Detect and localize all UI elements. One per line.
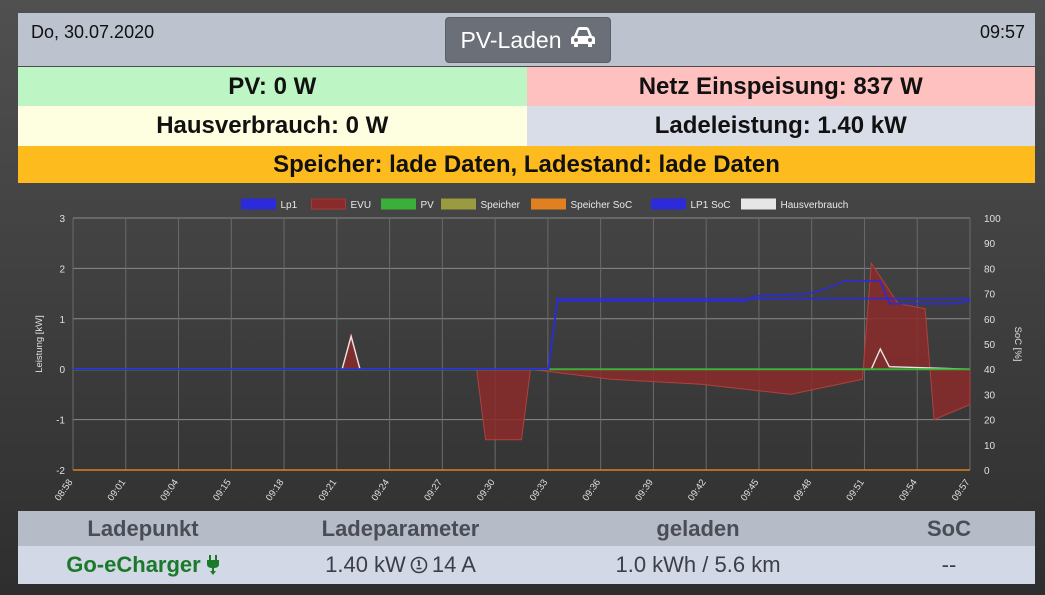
time-label: 09:57	[979, 22, 1025, 42]
x-tick-label: 09:33	[528, 477, 551, 503]
table-row[interactable]: Go-eCharger 1.40 kW 14 A 1.0	[18, 546, 1035, 584]
header-geladen: geladen	[656, 515, 740, 541]
x-tick-label: 09:57	[950, 477, 973, 503]
legend-label: EVU	[351, 200, 372, 211]
x-tick-label: 09:36	[580, 477, 603, 503]
x-tick-label: 09:42	[686, 477, 709, 503]
header-ladepunkt: Ladepunkt	[87, 515, 199, 541]
y-tick-label: -1	[56, 416, 65, 427]
legend-swatch	[381, 198, 416, 210]
x-tick-label: 09:15	[211, 477, 234, 503]
grid-status: Netz Einspeisung: 837 W	[526, 67, 1035, 106]
legend-label: Lp1	[281, 200, 298, 211]
legend-swatch	[531, 198, 566, 210]
status-row-2: Hausverbrauch: 0 W Ladeleistung: 1.40 kW	[18, 106, 1035, 146]
x-tick-label: 09:04	[158, 477, 181, 503]
power-chart: 3 2 1 0 -1 -2 100 90 80 70 60 50 40 30 20 10 0 08:58 09:01…	[18, 187, 1035, 509]
charge-params-power: 1.40 kW	[325, 552, 406, 577]
x-tick-label: 09:01	[106, 477, 129, 503]
y2-tick-label: 20	[984, 416, 996, 427]
x-tick-label: 09:39	[633, 477, 656, 503]
legend-label: PV	[421, 200, 435, 211]
x-tick-label: 09:51	[844, 477, 867, 503]
x-tick-label: 09:18	[264, 477, 287, 503]
series-evu	[73, 261, 971, 441]
legend-swatch	[741, 198, 776, 210]
y2-tick-label: 10	[984, 441, 996, 452]
x-tick-label: 09:27	[422, 477, 445, 503]
y2-axis-label: SoC [%]	[1012, 327, 1023, 362]
x-tick-label: 08:58	[53, 477, 76, 503]
legend-swatch	[651, 198, 686, 210]
charge-params-cell: 1.40 kW 14 A	[268, 546, 533, 584]
legend-swatch	[241, 198, 276, 210]
chargepoint-table: Ladepunkt Ladeparameter geladen SoC Go-e…	[18, 511, 1035, 584]
x-tick-label: 09:24	[369, 477, 392, 503]
y2-tick-label: 30	[984, 390, 996, 401]
series-lp1	[73, 297, 970, 370]
y2-tick-label: 60	[984, 315, 996, 326]
x-tick-label: 09:30	[475, 477, 498, 503]
y-tick-label: -2	[56, 466, 65, 477]
info-clock-icon	[410, 556, 428, 574]
legend-swatch	[311, 198, 346, 210]
chargepoint-name-cell[interactable]: Go-eCharger	[18, 546, 268, 584]
charge-power: Ladeleistung: 1.40 kW	[526, 106, 1035, 146]
pv-status: PV: 0 W	[18, 67, 527, 106]
table-header: Ladepunkt Ladeparameter geladen SoC	[18, 511, 1035, 546]
charge-params-current: 14 A	[431, 552, 476, 577]
y-tick-label: 1	[59, 315, 65, 326]
status-row-1: PV: 0 W Netz Einspeisung: 837 W	[18, 67, 1035, 106]
house-consumption: Hausverbrauch: 0 W	[18, 106, 527, 146]
y2-tick-label: 50	[984, 340, 996, 351]
storage-status: Speicher: lade Daten, Ladestand: lade Da…	[18, 146, 1035, 183]
header-soc: SoC	[927, 515, 971, 541]
mode-button[interactable]: PV-Laden	[445, 17, 611, 63]
mode-label: PV-Laden	[460, 26, 562, 53]
header-bar: Do, 30.07.2020 PV-Laden 09:57	[18, 13, 1035, 66]
x-tick-label: 09:48	[792, 477, 815, 503]
y2-tick-label: 90	[984, 239, 996, 250]
y2-tick-label: 80	[984, 264, 996, 275]
header-ladeparameter: Ladeparameter	[321, 515, 480, 541]
series-hausverbrauch	[73, 333, 971, 370]
car-icon	[570, 26, 596, 54]
y2-tick-label: 70	[984, 290, 996, 301]
y-axis-label: Leistung [kW]	[34, 315, 45, 373]
legend-label: Hausverbrauch	[781, 200, 849, 211]
y-tick-label: 0	[59, 365, 65, 376]
x-tick-label: 09:45	[739, 477, 762, 503]
legend-label: Speicher SoC	[571, 200, 633, 211]
legend-label: LP1 SoC	[691, 200, 731, 211]
y2-tick-label: 0	[984, 466, 990, 477]
series-lp1-soc	[73, 280, 971, 370]
legend-label: Speicher	[481, 200, 521, 211]
vehicle-soc: --	[941, 552, 957, 577]
y2-tick-label: 40	[984, 365, 996, 376]
status-row-3: Speicher: lade Daten, Ladestand: lade Da…	[18, 146, 1035, 183]
y-tick-label: 2	[59, 264, 65, 275]
legend-swatch	[441, 198, 476, 210]
charged-energy: 1.0 kWh / 5.6 km	[615, 552, 781, 577]
chargepoint-name[interactable]: Go-eCharger	[66, 552, 201, 577]
x-tick-label: 09:21	[317, 477, 340, 503]
plug-icon	[206, 555, 220, 575]
y2-tick-label: 100	[984, 214, 1001, 225]
y-tick-label: 3	[59, 214, 65, 225]
x-tick-label: 09:54	[897, 477, 920, 503]
date-label: Do, 30.07.2020	[31, 22, 155, 42]
